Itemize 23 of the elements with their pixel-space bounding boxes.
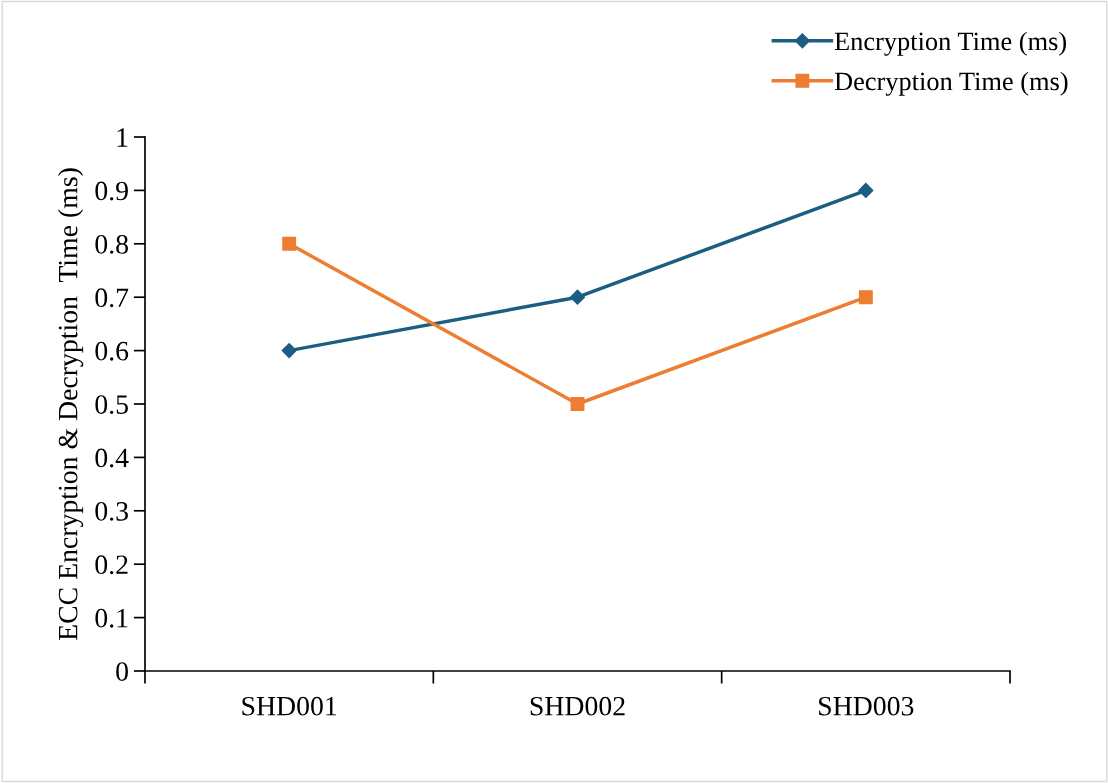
x-tick-label: SHD002: [530, 696, 625, 716]
y-tick-label: 0.9: [95, 181, 128, 201]
y-tick-label: 0.4: [95, 448, 129, 468]
point: [569, 289, 586, 305]
legend-label: Encryption Time (ms): [834, 31, 1066, 56]
y-tick-label: 0.5: [95, 395, 128, 415]
point: [858, 182, 874, 198]
x-tick-label: SHD003: [819, 696, 914, 716]
point: [281, 343, 297, 359]
x-tick-label: SHD001: [242, 696, 337, 716]
point: [570, 397, 585, 411]
y-tick-label: 1: [117, 128, 128, 147]
y-tick-label: 0.7: [95, 288, 129, 308]
y-axis-title: ECC Encryption & Decryption Time (ms): [57, 168, 84, 641]
legend-label: Decryption Time (ms): [834, 71, 1068, 96]
y-tick-label: 0.8: [95, 234, 128, 254]
y-tick-label: 0: [116, 662, 128, 681]
point: [858, 290, 873, 305]
y-tick-label: 0.6: [95, 341, 129, 361]
y-tick-label: 0.1: [95, 608, 128, 628]
point: [282, 236, 297, 251]
y-tick-label: 0.3: [95, 501, 128, 521]
y-tick-label: 0.2: [95, 555, 128, 575]
